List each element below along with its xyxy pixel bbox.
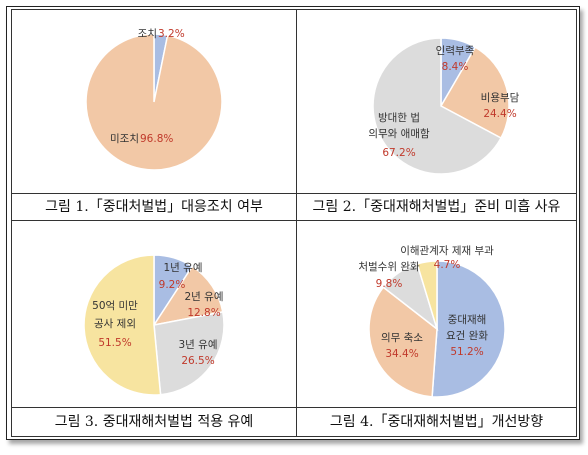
slice-label: 이해관계자 제재 부과 (400, 244, 494, 257)
slice-label: 1년 유예 (164, 261, 203, 274)
slice-value-label: 9.8% (376, 278, 403, 290)
slice-label: 조치 (138, 28, 157, 40)
slice-value-label: 8.4% (442, 61, 469, 73)
figure-3-caption: 그림 3. 중대재해처벌법 적용 유예 (12, 407, 296, 437)
slice-label: 중대재해 (448, 313, 487, 326)
slice-label: 공사 제외 (94, 318, 136, 330)
figure-1-panel: 조치 3.2% 미조치 96.8% 그림 1.「중대처벌법」대응조치 여부 (11, 9, 297, 221)
pie-slice (152, 265, 224, 327)
pie-slice (85, 33, 223, 171)
slice-value-label: 9.2% (159, 279, 186, 291)
slice-label: 3년 유예 (179, 338, 218, 351)
slice-label: 2년 유예 (185, 290, 224, 303)
slice-value-label: 51.2% (450, 346, 483, 358)
figure-1-caption: 그림 1.「중대처벌법」대응조치 여부 (12, 193, 296, 221)
slice-value-label: 12.8% (187, 307, 220, 319)
pie-slice (153, 311, 225, 396)
slice-label: 방대한 법 (378, 112, 420, 124)
slice-label: 미조치 (110, 133, 139, 145)
pie-chart-response-measures: 조치 3.2% 미조치 96.8% (85, 28, 223, 171)
pie-slice (439, 46, 510, 140)
slice-label: 비용부담 (481, 92, 520, 104)
pie-slice (372, 37, 503, 175)
slice-label: 의무와 애매함 (368, 128, 430, 140)
pie-slice (431, 260, 506, 398)
figure-4-caption: 그림 4.「중대재해처벌법」개선방향 (297, 407, 576, 437)
slice-label: 인력부족 (436, 45, 475, 57)
slice-value-label: 26.5% (181, 355, 214, 367)
slice-label: 요건 완화 (446, 329, 488, 342)
slice-value-label: 96.8% (140, 133, 173, 145)
figure-2-caption: 그림 2.「중대재해처벌법」준비 미흡 사유 (297, 193, 576, 221)
slice-label: 의무 축소 (381, 332, 423, 344)
slice-value-label: 4.7% (434, 259, 461, 271)
slice-value-label: 3.2% (158, 28, 185, 40)
slice-value-label: 34.4% (385, 348, 418, 360)
slice-label: 처벌수위 완화 (358, 260, 420, 273)
slice-value-label: 67.2% (382, 147, 415, 159)
pie-slice (416, 260, 438, 330)
slice-value-label: 51.5% (98, 337, 131, 349)
pie-slice (83, 254, 162, 396)
slice-value-label: 24.4% (483, 108, 516, 120)
pie-slice (368, 286, 438, 398)
slice-label: 50억 미만 (92, 300, 138, 312)
figure-grid: 조치 3.2% 미조치 96.8% 그림 1.「중대처벌법」대응조치 여부 인력부족 8… (6, 6, 580, 440)
